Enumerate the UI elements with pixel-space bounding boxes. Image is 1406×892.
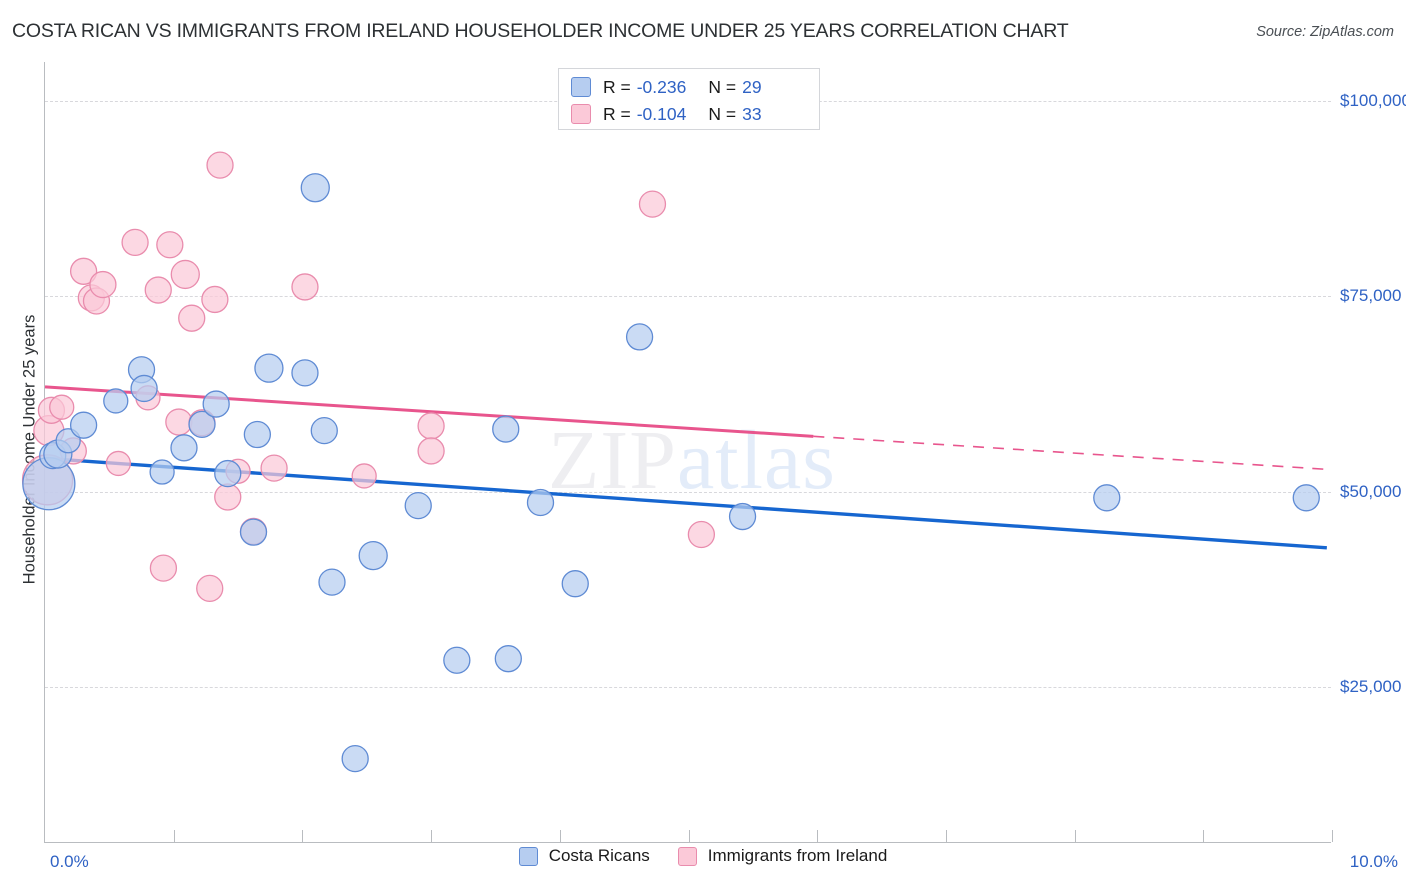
data-point-immigrants-from-ireland[interactable] bbox=[144, 276, 172, 304]
r-label-2: R = bbox=[603, 103, 631, 124]
gridline-25000 bbox=[45, 686, 1331, 688]
data-point-immigrants-from-ireland[interactable] bbox=[49, 394, 75, 420]
data-point-immigrants-from-ireland[interactable] bbox=[351, 463, 377, 489]
data-point-costa-ricans[interactable] bbox=[202, 390, 230, 418]
legend-color-swatch-immigrants-from-ireland bbox=[677, 846, 697, 866]
legend-swatch-costa-ricans bbox=[571, 77, 591, 97]
data-point-immigrants-from-ireland[interactable] bbox=[121, 228, 149, 257]
data-point-costa-ricans[interactable] bbox=[494, 645, 522, 673]
x-tick-1 bbox=[173, 830, 175, 842]
data-point-immigrants-from-ireland[interactable] bbox=[149, 554, 178, 582]
x-tick-6 bbox=[817, 830, 819, 842]
x-tick-10 bbox=[1332, 830, 1333, 842]
data-point-costa-ricans[interactable] bbox=[443, 646, 471, 674]
x-tick-2 bbox=[302, 830, 304, 842]
gridline-50000 bbox=[45, 491, 1331, 493]
x-tick-8 bbox=[1074, 830, 1076, 842]
data-point-costa-ricans[interactable] bbox=[341, 745, 369, 773]
series-legend: Costa Ricans Immigrants from Ireland bbox=[0, 846, 1406, 866]
data-point-immigrants-from-ireland[interactable] bbox=[178, 304, 206, 332]
data-point-costa-ricans[interactable] bbox=[130, 374, 158, 403]
x-axis-label-max: 10.0% bbox=[1349, 852, 1398, 871]
data-point-costa-ricans[interactable] bbox=[69, 411, 98, 439]
scatter-points bbox=[21, 151, 1320, 773]
stats-legend-row-costa-ricans: R = -0.236 N = 29 bbox=[571, 74, 762, 100]
data-point-costa-ricans[interactable] bbox=[188, 410, 216, 439]
source-attribution: Source: ZipAtlas.com bbox=[1256, 24, 1394, 40]
data-point-immigrants-from-ireland[interactable] bbox=[165, 408, 193, 436]
data-point-immigrants-from-ireland[interactable] bbox=[170, 259, 200, 290]
r-label-1: R = bbox=[603, 76, 631, 97]
stats-legend: R = -0.236 N = 29 R = -0.104 N = 33 bbox=[558, 68, 820, 130]
x-tick-9 bbox=[1203, 830, 1205, 842]
data-point-costa-ricans[interactable] bbox=[239, 518, 268, 546]
data-point-immigrants-from-ireland[interactable] bbox=[260, 454, 288, 482]
data-point-immigrants-from-ireland[interactable] bbox=[417, 437, 445, 465]
data-point-costa-ricans[interactable] bbox=[318, 568, 346, 596]
y-tick-label-25000: $25,000 bbox=[1340, 676, 1402, 696]
y-tick-label-100000: $100,000 bbox=[1340, 91, 1406, 111]
data-point-immigrants-from-ireland[interactable] bbox=[206, 151, 234, 179]
data-point-costa-ricans[interactable] bbox=[625, 323, 654, 351]
data-point-costa-ricans[interactable] bbox=[358, 540, 388, 571]
y-tick-label-75000: $75,000 bbox=[1340, 286, 1402, 306]
n-label-2: N = bbox=[708, 103, 737, 124]
data-point-costa-ricans[interactable] bbox=[300, 173, 330, 203]
data-point-costa-ricans[interactable] bbox=[1093, 484, 1121, 512]
data-point-immigrants-from-ireland[interactable] bbox=[105, 450, 132, 477]
x-tick-7 bbox=[945, 830, 947, 842]
legend-label-immigrants-from-ireland: Immigrants from Ireland bbox=[707, 846, 888, 865]
plot-area bbox=[21, 62, 1333, 843]
legend-label-costa-ricans: Costa Ricans bbox=[548, 846, 650, 865]
trend-line-immigrants-from-ireland-dashed bbox=[813, 435, 1333, 471]
data-point-costa-ricans[interactable] bbox=[526, 488, 555, 517]
y-axis-title: Householder Income Under 25 years bbox=[20, 314, 39, 585]
n-value-2: 33 bbox=[742, 103, 762, 124]
data-point-costa-ricans[interactable] bbox=[214, 459, 242, 488]
data-point-costa-ricans[interactable] bbox=[728, 502, 757, 531]
legend-item-costa-ricans[interactable]: Costa Ricans bbox=[518, 846, 650, 866]
r-value-1: -0.236 bbox=[636, 76, 687, 97]
data-point-immigrants-from-ireland[interactable] bbox=[214, 483, 242, 511]
trend-lines bbox=[44, 385, 1333, 550]
legend-color-swatch-costa-ricans bbox=[518, 846, 538, 866]
data-point-costa-ricans[interactable] bbox=[243, 420, 272, 449]
n-label-1: N = bbox=[708, 76, 737, 97]
data-point-costa-ricans[interactable] bbox=[149, 459, 175, 485]
trend-line-immigrants-from-ireland-solid bbox=[44, 385, 814, 438]
legend-item-immigrants-from-ireland[interactable]: Immigrants from Ireland bbox=[677, 846, 888, 866]
trend-line-costa-ricans bbox=[44, 456, 1327, 550]
x-tick-3 bbox=[431, 830, 433, 842]
data-point-immigrants-from-ireland[interactable] bbox=[69, 257, 98, 285]
x-tick-4 bbox=[559, 830, 561, 842]
data-point-costa-ricans[interactable] bbox=[103, 388, 129, 414]
data-point-immigrants-from-ireland[interactable] bbox=[89, 270, 117, 299]
n-value-1: 29 bbox=[742, 76, 762, 97]
data-point-immigrants-from-ireland[interactable] bbox=[201, 285, 229, 314]
data-point-costa-ricans[interactable] bbox=[254, 353, 284, 383]
data-point-costa-ricans[interactable] bbox=[170, 434, 198, 462]
data-point-immigrants-from-ireland[interactable] bbox=[417, 412, 445, 440]
legend-swatch-immigrants-from-ireland bbox=[571, 104, 591, 124]
gridline-75000 bbox=[45, 296, 1331, 298]
data-point-costa-ricans[interactable] bbox=[310, 416, 338, 445]
data-point-immigrants-from-ireland[interactable] bbox=[687, 520, 716, 549]
stats-legend-row-immigrants-from-ireland: R = -0.104 N = 33 bbox=[571, 101, 762, 127]
data-point-immigrants-from-ireland[interactable] bbox=[196, 574, 224, 603]
data-point-costa-ricans[interactable] bbox=[404, 491, 432, 520]
data-point-immigrants-from-ireland[interactable] bbox=[638, 190, 667, 218]
data-point-immigrants-from-ireland[interactable] bbox=[291, 273, 319, 301]
x-tick-5 bbox=[688, 830, 690, 842]
data-point-costa-ricans[interactable] bbox=[561, 570, 589, 598]
data-point-immigrants-from-ireland[interactable] bbox=[156, 231, 184, 259]
data-point-costa-ricans[interactable] bbox=[492, 415, 520, 443]
data-point-costa-ricans[interactable] bbox=[1292, 484, 1320, 512]
r-value-2: -0.104 bbox=[636, 103, 687, 124]
y-tick-label-50000: $50,000 bbox=[1340, 481, 1402, 501]
page-title: COSTA RICAN VS IMMIGRANTS FROM IRELAND H… bbox=[12, 20, 1069, 42]
data-point-costa-ricans[interactable] bbox=[291, 359, 319, 387]
x-axis-label-min: 0.0% bbox=[50, 852, 89, 871]
